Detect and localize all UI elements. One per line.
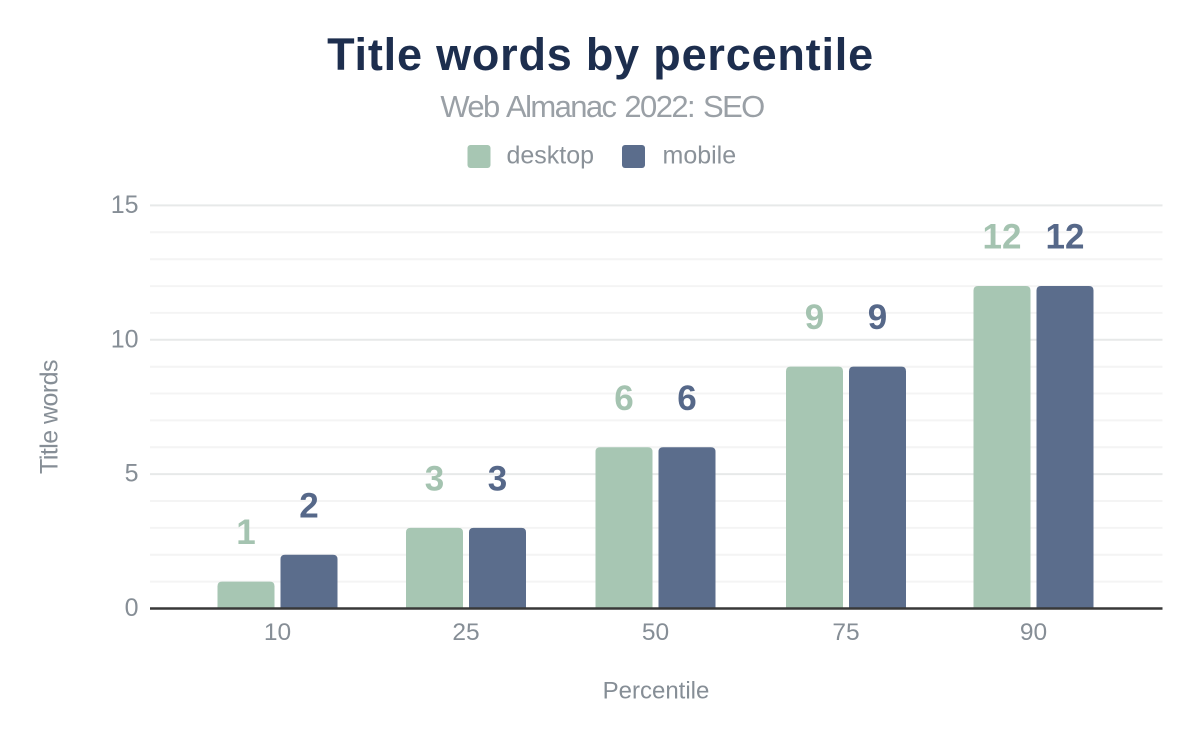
svg-text:Title words: Title words bbox=[36, 360, 64, 474]
svg-text:0: 0 bbox=[125, 594, 139, 622]
svg-text:12: 12 bbox=[1046, 218, 1085, 257]
svg-text:50: 50 bbox=[642, 619, 669, 646]
svg-text:10: 10 bbox=[264, 619, 291, 646]
svg-text:desktop: desktop bbox=[507, 142, 595, 170]
svg-text:Web Almanac 2022: SEO: Web Almanac 2022: SEO bbox=[440, 89, 764, 124]
svg-text:Percentile: Percentile bbox=[603, 678, 710, 705]
svg-text:15: 15 bbox=[111, 191, 139, 219]
svg-text:25: 25 bbox=[452, 619, 479, 646]
svg-text:75: 75 bbox=[832, 619, 859, 646]
svg-text:10: 10 bbox=[111, 325, 139, 353]
svg-text:6: 6 bbox=[614, 379, 633, 418]
svg-text:90: 90 bbox=[1020, 619, 1047, 646]
svg-text:9: 9 bbox=[868, 298, 887, 337]
svg-text:3: 3 bbox=[425, 459, 444, 498]
svg-text:9: 9 bbox=[805, 298, 824, 337]
svg-text:3: 3 bbox=[488, 459, 507, 498]
svg-text:1: 1 bbox=[236, 513, 255, 552]
svg-text:12: 12 bbox=[983, 218, 1022, 257]
svg-text:6: 6 bbox=[677, 379, 696, 418]
svg-text:Title words by percentile: Title words by percentile bbox=[327, 29, 874, 80]
svg-text:mobile: mobile bbox=[663, 142, 737, 170]
svg-text:2: 2 bbox=[299, 486, 318, 525]
svg-text:5: 5 bbox=[125, 460, 139, 488]
